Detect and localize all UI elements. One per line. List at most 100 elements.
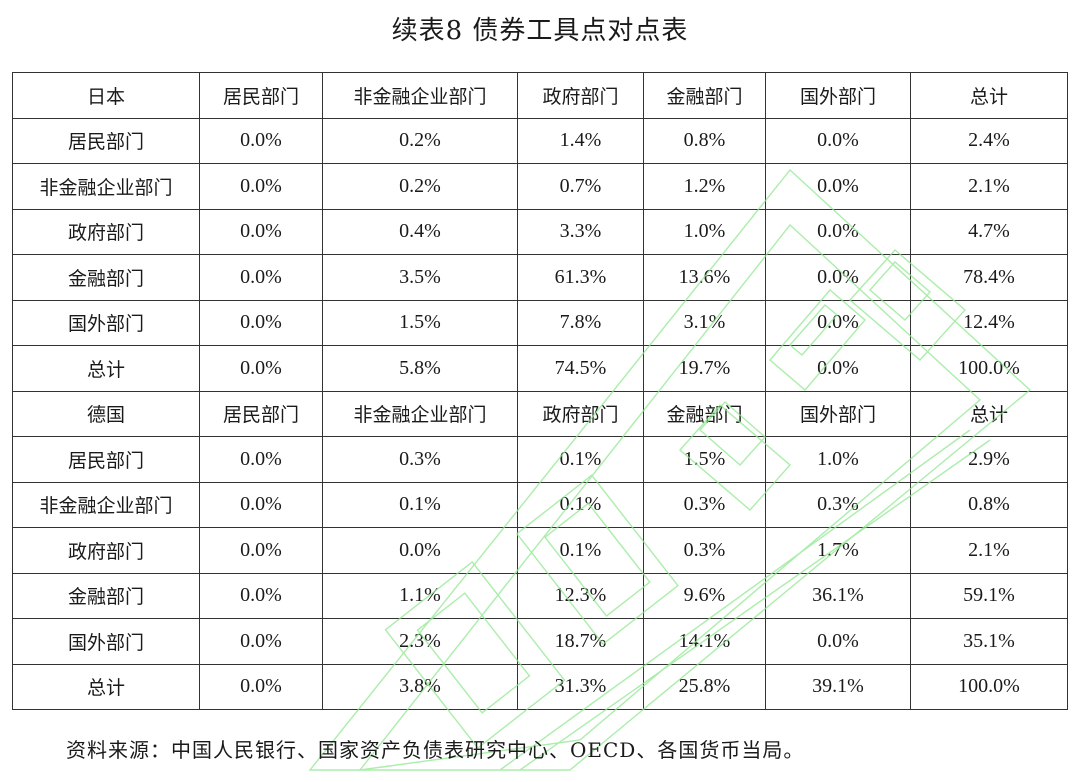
row-label: 金融部门 [12, 572, 200, 619]
table-cell: 3.8% [322, 663, 518, 710]
table-row: 政府部门 0.0% 0.0% 0.1% 0.3% 1.7% 2.1% [12, 527, 1068, 574]
row-label: 政府部门 [12, 527, 200, 574]
table-cell: 0.1% [517, 527, 644, 574]
country-label: 日本 [12, 72, 200, 119]
table-cell: 0.2% [322, 163, 518, 210]
table-cell: 61.3% [517, 254, 644, 301]
table-cell: 0.0% [199, 527, 323, 574]
table-cell: 78.4% [910, 254, 1068, 301]
column-header: 居民部门 [199, 72, 323, 119]
table-cell: 1.0% [765, 436, 911, 483]
table-cell: 39.1% [765, 663, 911, 710]
row-label: 总计 [12, 345, 200, 392]
column-header: 金融部门 [643, 72, 766, 119]
row-label: 政府部门 [12, 208, 200, 255]
table-row: 居民部门 0.0% 0.3% 0.1% 1.5% 1.0% 2.9% [12, 436, 1068, 483]
table-cell: 0.1% [322, 481, 518, 528]
table-cell: 0.0% [199, 254, 323, 301]
row-label: 非金融企业部门 [12, 481, 200, 528]
table-cell: 14.1% [643, 618, 766, 665]
table-cell: 0.1% [517, 481, 644, 528]
table-cell: 0.0% [199, 572, 323, 619]
table-cell: 0.0% [199, 663, 323, 710]
table-cell: 0.0% [199, 618, 323, 665]
table-row: 国外部门 0.0% 1.5% 7.8% 3.1% 0.0% 12.4% [12, 299, 1068, 346]
table-cell: 1.5% [643, 436, 766, 483]
table-cell: 5.8% [322, 345, 518, 392]
table-cell: 1.4% [517, 117, 644, 164]
table-cell: 0.0% [199, 163, 323, 210]
table-cell: 2.4% [910, 117, 1068, 164]
table-row: 非金融企业部门 0.0% 0.2% 0.7% 1.2% 0.0% 2.1% [12, 163, 1068, 210]
table-cell: 9.6% [643, 572, 766, 619]
table-cell: 12.3% [517, 572, 644, 619]
table-row: 国外部门 0.0% 2.3% 18.7% 14.1% 0.0% 35.1% [12, 618, 1068, 665]
row-label: 非金融企业部门 [12, 163, 200, 210]
table-cell: 0.0% [322, 527, 518, 574]
table-cell: 0.0% [199, 436, 323, 483]
table-cell: 0.0% [199, 299, 323, 346]
column-header: 金融部门 [643, 390, 766, 437]
table-cell: 19.7% [643, 345, 766, 392]
table-cell: 1.5% [322, 299, 518, 346]
table-cell: 0.0% [765, 618, 911, 665]
row-label: 金融部门 [12, 254, 200, 301]
table-cell: 2.1% [910, 527, 1068, 574]
table-cell: 0.4% [322, 208, 518, 255]
row-label: 居民部门 [12, 117, 200, 164]
table-row: 非金融企业部门 0.0% 0.1% 0.1% 0.3% 0.3% 0.8% [12, 481, 1068, 528]
table-row: 总计 0.0% 3.8% 31.3% 25.8% 39.1% 100.0% [12, 663, 1068, 710]
column-header: 非金融企业部门 [322, 390, 518, 437]
row-label: 国外部门 [12, 618, 200, 665]
table-row: 金融部门 0.0% 1.1% 12.3% 9.6% 36.1% 59.1% [12, 572, 1068, 619]
section-header-row: 日本 居民部门 非金融企业部门 政府部门 金融部门 国外部门 总计 [12, 72, 1068, 119]
table-cell: 0.2% [322, 117, 518, 164]
table-cell: 3.3% [517, 208, 644, 255]
table-cell: 1.2% [643, 163, 766, 210]
table-cell: 0.0% [199, 345, 323, 392]
table-cell: 0.0% [199, 481, 323, 528]
table-cell: 1.1% [322, 572, 518, 619]
table-cell: 0.0% [765, 345, 911, 392]
column-header: 非金融企业部门 [322, 72, 518, 119]
row-label: 总计 [12, 663, 200, 710]
column-header: 政府部门 [517, 72, 644, 119]
row-label: 居民部门 [12, 436, 200, 483]
table-cell: 100.0% [910, 345, 1068, 392]
table-cell: 74.5% [517, 345, 644, 392]
table-cell: 3.1% [643, 299, 766, 346]
table-cell: 2.1% [910, 163, 1068, 210]
table-cell: 0.0% [199, 117, 323, 164]
table-cell: 7.8% [517, 299, 644, 346]
table-cell: 0.3% [643, 481, 766, 528]
table-cell: 1.7% [765, 527, 911, 574]
table-cell: 3.5% [322, 254, 518, 301]
table-cell: 4.7% [910, 208, 1068, 255]
table-cell: 0.0% [765, 299, 911, 346]
table-cell: 0.7% [517, 163, 644, 210]
table-cell: 35.1% [910, 618, 1068, 665]
table-cell: 0.0% [765, 117, 911, 164]
table-cell: 100.0% [910, 663, 1068, 710]
column-header: 总计 [910, 390, 1068, 437]
table-cell: 31.3% [517, 663, 644, 710]
table-cell: 0.3% [765, 481, 911, 528]
table-cell: 13.6% [643, 254, 766, 301]
bond-instrument-table: 日本 居民部门 非金融企业部门 政府部门 金融部门 国外部门 总计 居民部门 0.0% 0.2% 1… [12, 72, 1068, 710]
table-cell: 2.3% [322, 618, 518, 665]
column-header: 居民部门 [199, 390, 323, 437]
table-cell: 59.1% [910, 572, 1068, 619]
table-cell: 0.0% [765, 163, 911, 210]
table-cell: 1.0% [643, 208, 766, 255]
table-cell: 0.0% [765, 254, 911, 301]
row-label: 国外部门 [12, 299, 200, 346]
table-cell: 0.1% [517, 436, 644, 483]
table-title: 续表8 债券工具点对点表 [391, 16, 689, 46]
table-cell: 12.4% [910, 299, 1068, 346]
table-cell: 18.7% [517, 618, 644, 665]
table-row: 金融部门 0.0% 3.5% 61.3% 13.6% 0.0% 78.4% [12, 254, 1068, 301]
table-row: 总计 0.0% 5.8% 74.5% 19.7% 0.0% 100.0% [12, 345, 1068, 392]
table-cell: 36.1% [765, 572, 911, 619]
table-row: 政府部门 0.0% 0.4% 3.3% 1.0% 0.0% 4.7% [12, 208, 1068, 255]
column-header: 国外部门 [765, 390, 911, 437]
